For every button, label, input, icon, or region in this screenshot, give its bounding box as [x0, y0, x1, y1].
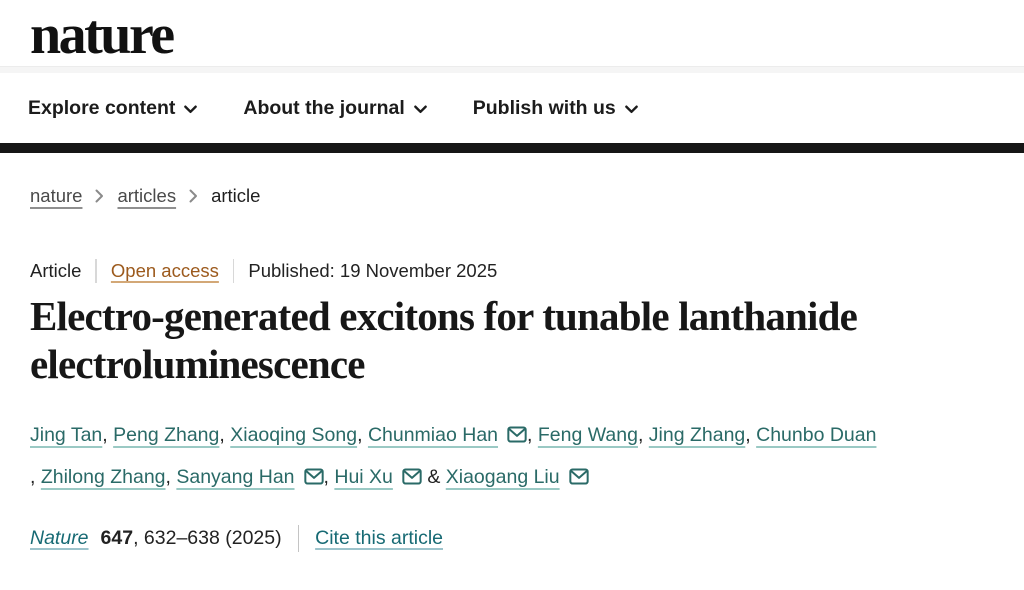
author-link-peng-zhang[interactable]: Peng Zhang: [113, 423, 220, 446]
email-icon[interactable]: [507, 426, 527, 443]
author: Xiaoqing Song: [230, 424, 357, 446]
author-separator: ,: [102, 423, 114, 446]
citation-pages: , 632–638 (2025): [133, 526, 282, 549]
author-separator: ,: [323, 465, 335, 488]
open-access-link[interactable]: Open access: [110, 260, 219, 281]
breadcrumb-item-nature[interactable]: nature: [30, 185, 83, 206]
page: nature Explore content About the journal P…: [0, 0, 1024, 552]
citation-divider: [297, 524, 300, 552]
published-date: Published: 19 November 2025: [248, 260, 498, 281]
author: Hui Xu: [334, 466, 422, 488]
journal-link[interactable]: Nature: [30, 526, 89, 549]
chevron-right-icon: [189, 189, 198, 203]
author-list: Jing Tan, Peng Zhang, Xiaoqing Song, Chu…: [30, 415, 994, 499]
article-type-label: Article: [30, 260, 82, 281]
nav-item-explore-content[interactable]: Explore content: [28, 96, 198, 120]
article-title: Electro-generated excitons for tunable l…: [30, 293, 858, 388]
meta-divider: [232, 259, 235, 283]
author: Sanyang Han: [176, 465, 324, 488]
breadcrumb-separator: [95, 189, 104, 203]
cite-this-article-link[interactable]: Cite this article: [315, 526, 443, 549]
nav-item-label: Explore content: [28, 96, 176, 119]
author: Zhilong Zhang: [41, 466, 166, 488]
header-divider-bar: [0, 143, 1024, 153]
author-separator: ,: [527, 423, 538, 446]
breadcrumb: nature articles article: [30, 185, 994, 207]
author: Jing Zhang: [649, 424, 745, 446]
author-link-chunbo-duan[interactable]: Chunbo Duan: [756, 423, 877, 446]
author-link-jing-tan[interactable]: Jing Tan: [30, 423, 103, 446]
author-link-chunmiao-han[interactable]: Chunmiao Han: [367, 423, 499, 446]
email-icon[interactable]: [402, 468, 422, 485]
author: Feng Wang: [538, 424, 638, 446]
email-icon[interactable]: [568, 468, 589, 485]
author: Jing Tan: [30, 424, 102, 446]
chevron-down-icon: [184, 105, 198, 113]
author-separator: ,: [30, 465, 41, 488]
author: Chunmiao Han: [368, 424, 527, 446]
citation-volume: 647: [100, 526, 134, 549]
chevron-right-icon: [95, 189, 104, 203]
author-link-zhilong-zhang[interactable]: Zhilong Zhang: [40, 465, 166, 488]
main-nav: Explore content About the journal Publish …: [0, 73, 1024, 143]
article-meta-row: Article Open access Published: 19 Novemb…: [30, 259, 994, 283]
article-header-section: nature articles article Article Open acces…: [0, 185, 1024, 552]
author: Xiaogang Liu: [446, 466, 589, 488]
author-separator: &: [421, 465, 446, 488]
breadcrumb-item-articles[interactable]: articles: [117, 185, 177, 206]
nav-item-about-the-journal[interactable]: About the journal: [243, 96, 427, 120]
nav-item-label: Publish with us: [472, 96, 616, 119]
citation-row: Nature 647 , 632–638 (2025) Cite this ar…: [30, 524, 994, 552]
breadcrumb-separator: [189, 189, 198, 203]
nav-item-publish-with-us[interactable]: Publish with us: [473, 97, 638, 120]
author-separator: ,: [219, 423, 231, 446]
meta-divider: [95, 259, 97, 283]
email-icon[interactable]: [303, 468, 324, 485]
author: Chunbo Duan: [756, 424, 876, 446]
author-link-hui-xu[interactable]: Hui Xu: [334, 465, 393, 488]
chevron-down-icon: [413, 105, 427, 113]
author-link-xiaogang-liu[interactable]: Xiaogang Liu: [445, 465, 560, 488]
author-link-feng-wang[interactable]: Feng Wang: [537, 423, 638, 446]
author-link-jing-zhang[interactable]: Jing Zhang: [648, 423, 746, 446]
author-separator: ,: [745, 423, 757, 446]
author-link-sanyang-han[interactable]: Sanyang Han: [176, 465, 295, 488]
breadcrumb-item-article: article: [211, 185, 261, 206]
author-link-xiaoqing-song[interactable]: Xiaoqing Song: [230, 423, 358, 446]
nav-item-label: About the journal: [243, 96, 405, 119]
author: Peng Zhang: [113, 424, 219, 446]
author-separator: ,: [637, 423, 649, 446]
author-separator: ,: [357, 423, 368, 446]
chevron-down-icon: [624, 105, 638, 113]
header-separator: [0, 66, 1024, 73]
nature-logo[interactable]: nature: [30, 4, 175, 66]
author-separator: ,: [165, 465, 177, 488]
site-header: nature: [0, 0, 1024, 66]
